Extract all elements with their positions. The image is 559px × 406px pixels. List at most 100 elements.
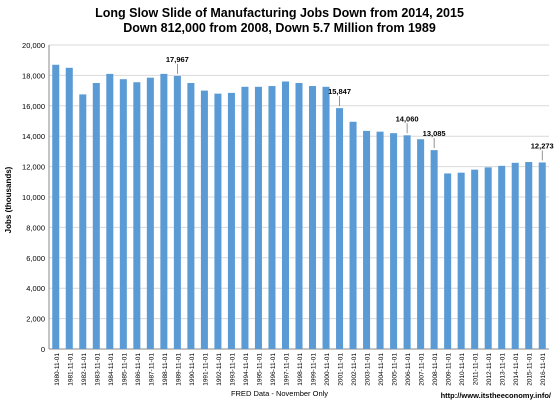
bar: [430, 150, 438, 349]
bar: [187, 83, 195, 349]
bar: [268, 86, 276, 349]
x-tick-label: 1997-11-01: [283, 353, 290, 386]
x-axis-ticks: 1980-11-01 1981-11-01 1982-11-01 1983-11-01…: [54, 353, 547, 386]
bar: [349, 121, 357, 349]
x-tick-label: 2003-11-01: [365, 353, 372, 386]
x-tick-label: 2002-11-01: [351, 353, 358, 386]
x-tick-label: 1998-11-01: [297, 353, 304, 386]
x-tick-label: 1988-11-01: [162, 353, 169, 386]
x-tick-label: 2000-11-01: [324, 353, 331, 386]
bar: [173, 75, 181, 349]
bar: [281, 81, 289, 349]
y-axis-label: Jobs (thousands): [4, 166, 13, 233]
bar: [160, 73, 168, 349]
x-tick-label: 2010-11-01: [459, 353, 466, 386]
x-tick-label: 2014-11-01: [513, 353, 520, 386]
bar: [498, 165, 506, 349]
x-tick-label: 1999-11-01: [311, 353, 318, 386]
bar: [200, 90, 208, 349]
x-tick-label: 1991-11-01: [202, 353, 209, 386]
bar: [363, 130, 371, 349]
x-tick-label: 2013-11-01: [500, 353, 507, 386]
x-tick-label: 1986-11-01: [135, 353, 142, 386]
x-tick-label: 1982-11-01: [81, 353, 88, 386]
x-tick-label: 2001-11-01: [338, 353, 345, 386]
bar: [52, 64, 60, 349]
x-tick-label: 2008-11-01: [432, 353, 439, 386]
bar: [322, 86, 330, 350]
x-tick-label: 2006-11-01: [405, 353, 412, 386]
y-axis-ticks: 0 2,000 4,000 6,000 8,000 10,000 12,000 14,000 1…: [22, 41, 45, 354]
bar: [336, 108, 344, 349]
x-tick-label: 2005-11-01: [392, 353, 399, 386]
x-tick-label: 2004-11-01: [378, 353, 385, 386]
bar: [79, 94, 87, 350]
y-tick-label: 16,000: [22, 102, 45, 111]
y-tick-label: 6,000: [26, 254, 45, 263]
bar: [484, 167, 492, 349]
bar: [214, 93, 222, 349]
x-tick-label: 1980-11-01: [54, 353, 61, 386]
x-tick-label: 2009-11-01: [446, 353, 453, 386]
bar: [376, 131, 384, 349]
bar: [227, 92, 235, 349]
bar: [403, 135, 411, 349]
x-tick-label: 1996-11-01: [270, 353, 277, 386]
x-tick-label: 2012-11-01: [486, 353, 493, 386]
data-label: 14,060: [396, 114, 419, 123]
bar: [390, 133, 398, 349]
bar: [65, 67, 73, 350]
bars: [52, 64, 546, 350]
bar: [511, 162, 519, 349]
x-tick-label: 2011-11-01: [473, 353, 480, 386]
y-tick-label: 14,000: [22, 132, 45, 141]
x-tick-label: 1994-11-01: [243, 353, 250, 386]
bar: [525, 162, 533, 349]
source-note: FRED Data - November Only: [230, 389, 329, 398]
x-tick-label: 2015-11-01: [527, 353, 534, 386]
data-label: 13,085: [423, 129, 446, 138]
x-tick-label: 1989-11-01: [175, 353, 182, 386]
chart-title-line-1: Long Slow Slide of Manufacturing Jobs Do…: [95, 6, 464, 20]
bar: [309, 86, 317, 349]
bar: [254, 86, 262, 350]
bar: [295, 83, 303, 349]
y-tick-label: 2,000: [26, 315, 45, 324]
y-tick-label: 18,000: [22, 71, 45, 80]
bar: [444, 173, 452, 349]
y-tick-label: 12,000: [22, 163, 45, 172]
y-tick-label: 4,000: [26, 284, 45, 293]
x-tick-label: 1995-11-01: [256, 353, 263, 386]
data-label: 17,967: [166, 55, 189, 64]
bar: [417, 139, 425, 349]
bar: [471, 169, 479, 349]
gridlines: [48, 44, 549, 350]
x-tick-label: 1993-11-01: [229, 353, 236, 386]
bar: [146, 77, 154, 350]
x-tick-label: 1984-11-01: [108, 353, 115, 386]
x-tick-label: 1990-11-01: [189, 353, 196, 386]
bar: [133, 82, 141, 350]
data-label: 15,847: [328, 87, 351, 96]
x-tick-label: 1992-11-01: [216, 353, 223, 386]
bar: [457, 172, 465, 349]
x-tick-label: 1981-11-01: [67, 353, 74, 386]
bar: [119, 79, 127, 349]
bar: [92, 83, 100, 349]
y-tick-label: 8,000: [26, 223, 45, 232]
y-tick-label: 10,000: [22, 193, 45, 202]
bar: [106, 73, 114, 349]
chart-title-line-2: Down 812,000 from 2008, Down 5.7 Million…: [123, 21, 436, 35]
bar: [241, 86, 249, 350]
x-tick-label: 2016-11-01: [540, 353, 547, 386]
x-tick-label: 1983-11-01: [94, 353, 101, 386]
y-tick-label: 20,000: [22, 41, 45, 50]
x-tick-label: 1987-11-01: [148, 353, 155, 386]
x-tick-label: 1985-11-01: [121, 353, 128, 386]
data-label: 12,273: [531, 141, 554, 150]
y-tick-label: 0: [41, 345, 45, 354]
bar: [538, 162, 546, 349]
data-labels: 17,967 15,847 14,060 13,085 12,273: [166, 55, 554, 161]
site-url: http://www.itstheeconomy.info/: [440, 391, 551, 400]
